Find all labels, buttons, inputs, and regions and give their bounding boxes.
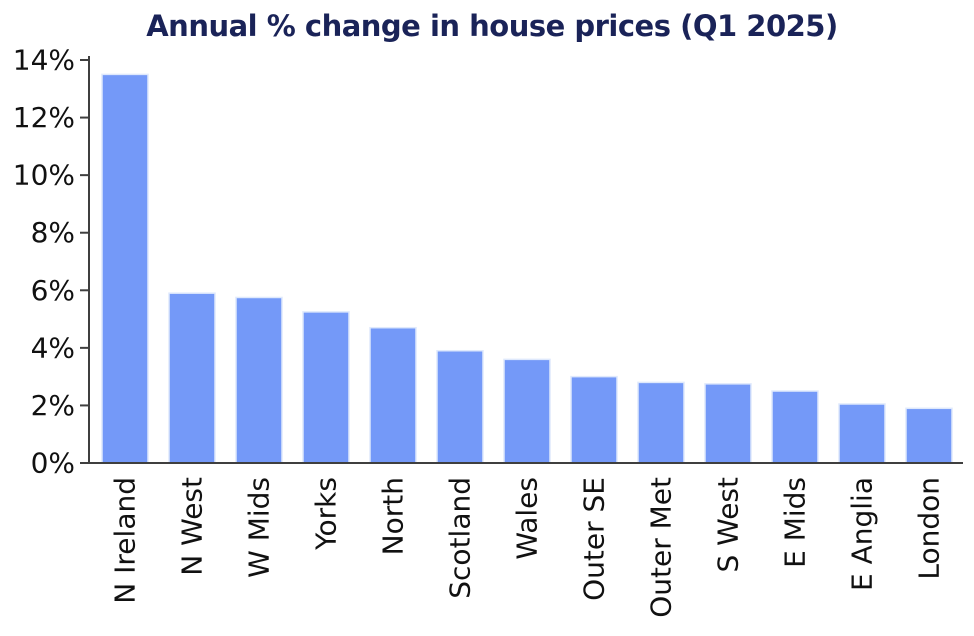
bar bbox=[101, 73, 149, 464]
y-tick-label: 4% bbox=[31, 331, 75, 364]
bar bbox=[637, 381, 685, 464]
bar bbox=[168, 292, 216, 464]
bar bbox=[369, 326, 417, 464]
y-tick-label: 10% bbox=[13, 159, 75, 192]
x-tick-label: Outer SE bbox=[578, 477, 611, 601]
x-tick-label: Yorks bbox=[310, 477, 343, 551]
x-tick-label: S West bbox=[712, 477, 745, 573]
bar bbox=[905, 407, 953, 464]
y-tick-label: 14% bbox=[13, 44, 75, 77]
x-tick-label: E Mids bbox=[779, 477, 812, 568]
x-tick-label: North bbox=[377, 477, 410, 555]
bar bbox=[436, 349, 484, 464]
x-tick-label: W Mids bbox=[243, 477, 276, 578]
bar bbox=[235, 296, 283, 464]
x-tick-label: N Ireland bbox=[109, 477, 142, 604]
bar bbox=[570, 375, 618, 464]
bar bbox=[503, 358, 551, 464]
y-tick-label: 6% bbox=[31, 274, 75, 307]
bar bbox=[704, 383, 752, 464]
y-tick-label: 8% bbox=[31, 216, 75, 249]
y-tick-label: 12% bbox=[13, 101, 75, 134]
x-tick-label: Wales bbox=[511, 477, 544, 560]
x-tick-label: Outer Met bbox=[645, 477, 678, 618]
y-tick-label: 2% bbox=[31, 389, 75, 422]
x-tick-label: London bbox=[913, 477, 946, 580]
x-tick-label: Scotland bbox=[444, 477, 477, 599]
x-tick-label: N West bbox=[176, 477, 209, 576]
bar bbox=[302, 311, 350, 464]
bar bbox=[771, 390, 819, 464]
chart-title: Annual % change in house prices (Q1 2025… bbox=[146, 9, 838, 43]
bar bbox=[838, 403, 886, 464]
y-tick-label: 0% bbox=[31, 447, 75, 480]
x-tick-label: E Anglia bbox=[846, 477, 879, 591]
